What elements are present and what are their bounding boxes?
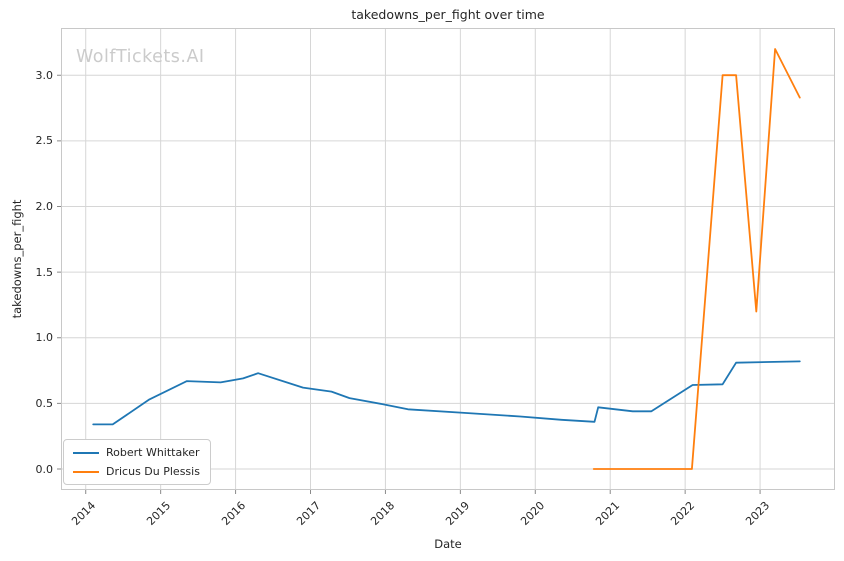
legend-label: Robert Whittaker — [106, 446, 200, 459]
y-tick-label: 0.0 — [35, 462, 54, 476]
chart-title: takedowns_per_fight over time — [351, 7, 545, 22]
y-tick-label: 0.5 — [35, 396, 54, 410]
legend-item: Robert Whittaker — [73, 443, 200, 462]
legend-line-icon — [73, 451, 99, 454]
series-line-robert-whittaker — [92, 360, 801, 426]
y-tick-label: 2.5 — [35, 134, 54, 148]
y-axis-label: takedowns_per_fight — [10, 199, 24, 319]
watermark: WolfTickets.AI — [76, 47, 205, 67]
y-tick-label: 1.0 — [35, 331, 54, 345]
series-line-dricus-du-plessis — [592, 48, 801, 470]
y-tick-label: 3.0 — [35, 68, 54, 82]
legend: Robert Whittaker Dricus Du Plessis — [63, 439, 211, 485]
x-axis-label: Date — [434, 537, 462, 551]
legend-line-icon — [73, 470, 99, 473]
y-tick-label: 1.5 — [35, 265, 54, 279]
plot-border — [61, 28, 835, 490]
legend-item: Dricus Du Plessis — [73, 462, 200, 481]
legend-label: Dricus Du Plessis — [106, 465, 200, 478]
y-tick-label: 2.0 — [35, 200, 54, 213]
